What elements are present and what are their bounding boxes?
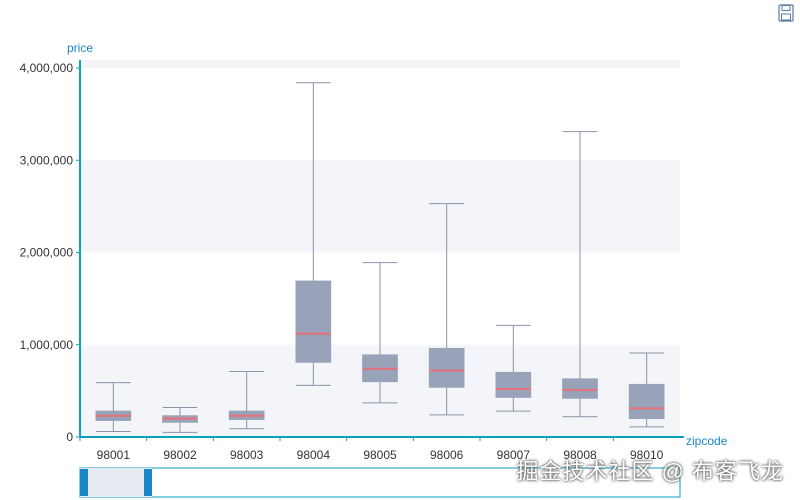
y-axis-title: price [67, 41, 93, 55]
box-iqr [495, 371, 532, 398]
save-disk-icon [778, 4, 794, 22]
data-zoom-handle-start[interactable] [80, 469, 88, 496]
box-98002 [162, 406, 198, 433]
box-98001 [95, 382, 132, 432]
x-tick-label: 98003 [230, 448, 264, 462]
box-98004 [295, 82, 332, 386]
x-tick-label: 98010 [630, 448, 664, 462]
box-series [95, 82, 665, 433]
save-image-button[interactable] [778, 4, 794, 22]
y-tick-label: 0 [66, 430, 73, 444]
box-98005 [362, 262, 398, 404]
data-zoom-window [80, 468, 152, 497]
x-tick-label: 98008 [563, 448, 597, 462]
data-zoom-slider[interactable] [79, 467, 681, 498]
x-tick-label: 98005 [363, 448, 397, 462]
y-tick-label: 4,000,000 [20, 61, 74, 75]
box-iqr [628, 383, 665, 420]
x-tick-label: 98001 [97, 448, 131, 462]
watermark: 掘金技术社区 @ 布客飞龙 [516, 459, 784, 484]
data-zoom-track [79, 467, 681, 498]
x-axis-ticks: 98001 98002 98003 98004 98005 98006 98007 98008… [79, 437, 664, 462]
box-98008 [562, 131, 598, 418]
y-tick-label: 3,000,000 [20, 153, 74, 167]
x-tick-label: 98007 [497, 448, 531, 462]
y-axis-ticks: 0 1,000,000 2,000,000 3,000,000 4,000,000 [20, 61, 80, 444]
box-98006 [428, 203, 465, 416]
data-zoom-handle-end[interactable] [144, 469, 152, 496]
box-iqr [295, 280, 332, 363]
axes [79, 60, 684, 438]
box-98003 [228, 371, 265, 430]
y-tick-label: 1,000,000 [20, 338, 74, 352]
grid-band [80, 60, 680, 68]
x-axis-title: zipcode [686, 434, 728, 448]
x-tick-label: 98004 [297, 448, 331, 462]
box-98007 [495, 324, 532, 412]
x-tick-label: 98006 [430, 448, 464, 462]
y-tick-label: 2,000,000 [20, 246, 74, 260]
grid-band [80, 160, 680, 253]
box-iqr [562, 378, 598, 399]
x-tick-label: 98002 [163, 448, 197, 462]
box-98010 [628, 352, 665, 428]
box-iqr [428, 347, 465, 388]
